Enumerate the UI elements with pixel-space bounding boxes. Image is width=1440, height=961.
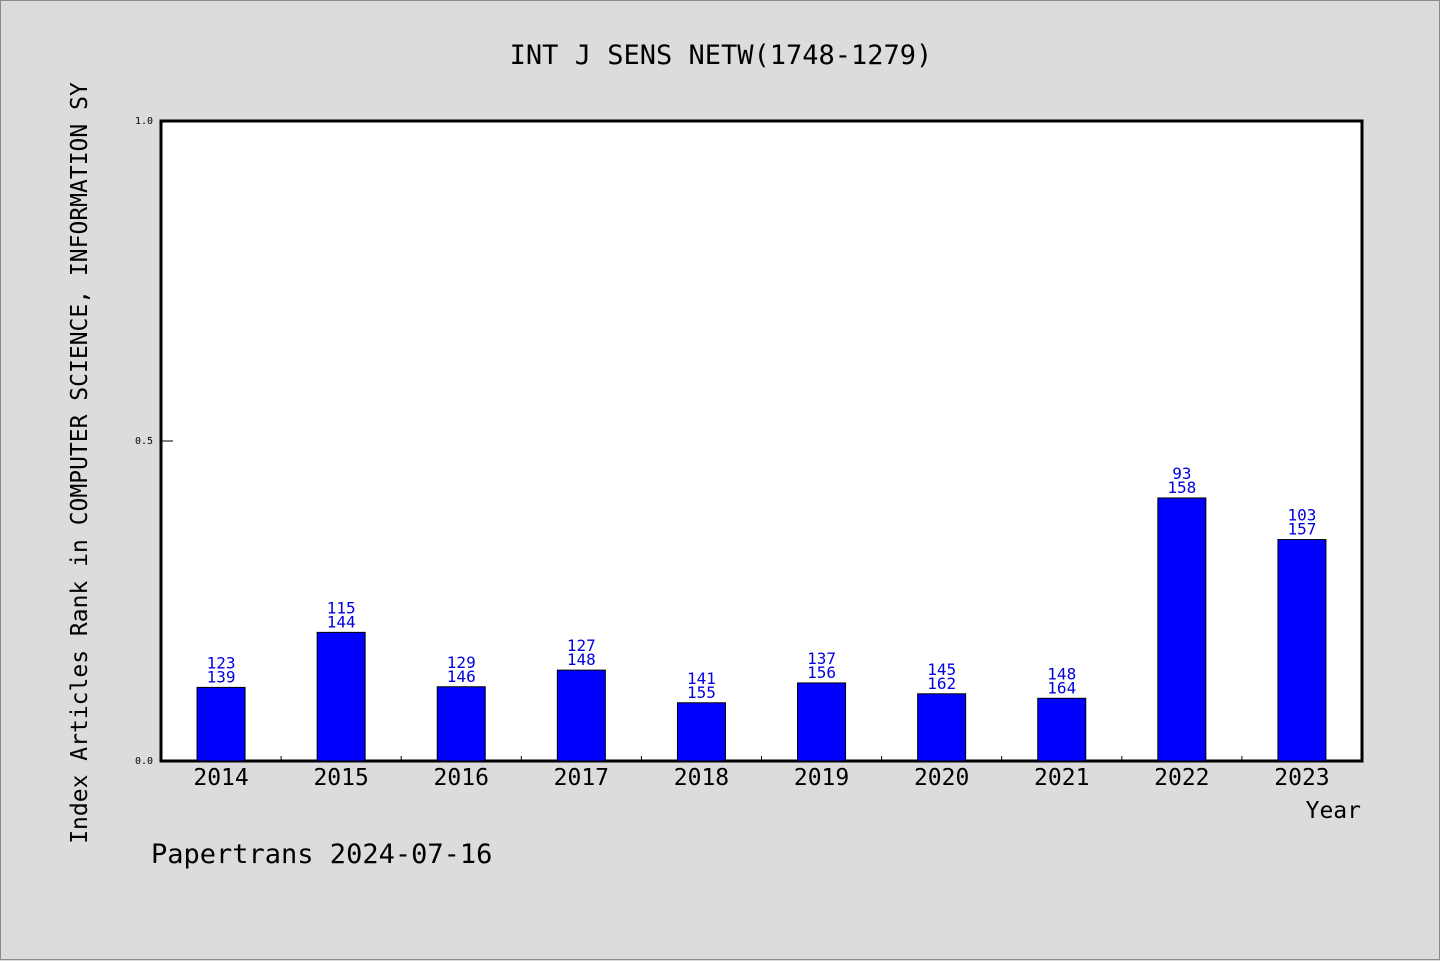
x-tick-label: 2019 [794, 765, 849, 791]
bar-rank-label: 145 [927, 660, 956, 679]
x-tick-label: 2015 [313, 765, 368, 791]
bar-total-label: 158 [1167, 478, 1196, 497]
bar-rank-label: 127 [567, 636, 596, 655]
bar-total-label: 164 [1047, 678, 1076, 697]
y-tick-label: 0.0 [135, 756, 153, 767]
x-tick-label: 2014 [193, 765, 248, 791]
bar-rank-label: 115 [327, 598, 356, 617]
x-tick-label: 2016 [434, 765, 489, 791]
bar-2021 [1037, 697, 1087, 762]
bar-total-label: 156 [807, 663, 836, 682]
bar-series [196, 497, 1327, 762]
bar-total-label: 148 [567, 650, 596, 669]
bar-rank-label: 137 [807, 649, 836, 668]
bar-2017 [556, 669, 606, 762]
bar-total-label: 155 [687, 683, 716, 702]
bar-rank-label: 129 [447, 653, 476, 672]
x-tick-label: 2020 [914, 765, 969, 791]
bar-rank-label: 123 [207, 653, 236, 672]
bar-rank-label: 103 [1287, 506, 1316, 525]
x-tick-label: 2017 [554, 765, 609, 791]
x-tick-label: 2018 [674, 765, 729, 791]
x-tick-label: 2021 [1034, 765, 1089, 791]
bar-total-label: 139 [207, 667, 236, 686]
x-axis-title: Year [1306, 798, 1361, 824]
bar-rank-label: 141 [687, 669, 716, 688]
x-axis: 2014 2015 2016 2017 2018 2019 2020 2021 2022 2023 [193, 756, 1330, 791]
bar-rank-label: 148 [1047, 664, 1076, 683]
bar-2023 [1277, 539, 1327, 762]
footer-credit: Papertrans 2024-07-16 [151, 839, 492, 870]
y-tick-label: 0.5 [135, 436, 153, 447]
x-tick-label: 2022 [1154, 765, 1209, 791]
bar-total-label: 146 [447, 667, 476, 686]
bar-total-label: 157 [1287, 520, 1316, 539]
bar-rank-label: 93 [1172, 464, 1191, 483]
bar-2018 [676, 702, 726, 762]
bar-2014 [196, 686, 246, 762]
y-axis: 0.0 0.5 1.0 [135, 116, 173, 767]
bar-2016 [436, 686, 486, 762]
bar-total-label: 162 [927, 674, 956, 693]
bar-2022 [1157, 497, 1207, 762]
x-tick-label: 2023 [1274, 765, 1329, 791]
bar-2015 [316, 631, 366, 762]
chart-title: INT J SENS NETW(1748-1279) [510, 40, 933, 71]
bar-2019 [797, 682, 847, 762]
y-axis-title: Index Articles Rank in COMPUTER SCIENCE,… [67, 82, 93, 844]
bar-total-label: 144 [327, 612, 356, 631]
bar-2020 [917, 693, 967, 762]
y-tick-label: 1.0 [135, 116, 153, 127]
